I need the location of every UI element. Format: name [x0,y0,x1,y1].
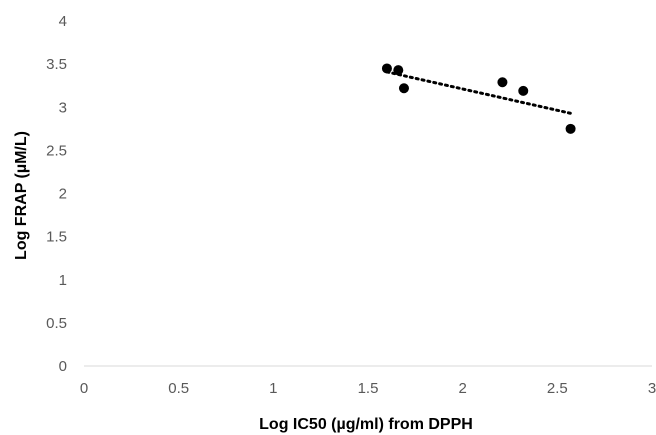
data-point [565,123,576,134]
x-tick-label: 1 [269,380,277,397]
data-point [393,65,404,76]
x-tick-label: 0 [80,380,88,397]
y-tick-label: 4 [59,13,67,30]
y-tick-label: 0 [59,358,67,375]
y-axis-title: Log FRAP (µM/L) [13,131,30,260]
x-tick-label: 1.5 [358,380,379,397]
y-tick-label: 3 [59,99,67,116]
data-point [381,63,392,74]
y-tick-label: 1.5 [46,229,67,246]
x-tick-label: 2.5 [547,380,568,397]
y-tick-label: 2 [59,186,67,203]
data-point [497,77,508,88]
data-points [381,63,576,134]
y-axis-ticks: 0 0.5 1 1.5 2 2.5 3 3.5 4 [46,13,67,375]
y-tick-label: 2.5 [46,142,67,159]
x-tick-label: 3 [648,380,656,397]
data-point [518,85,529,96]
y-tick-label: 3.5 [46,56,67,73]
trendline [385,70,573,115]
y-tick-label: 0.5 [46,315,67,332]
x-axis-title: Log IC50 (µg/ml) from DPPH [259,416,473,433]
x-tick-label: 0.5 [168,380,189,397]
y-tick-label: 1 [59,272,67,289]
x-axis-ticks: 0 0.5 1 1.5 2 2.5 3 [80,380,656,397]
data-point [398,83,409,94]
x-tick-label: 2 [458,380,466,397]
